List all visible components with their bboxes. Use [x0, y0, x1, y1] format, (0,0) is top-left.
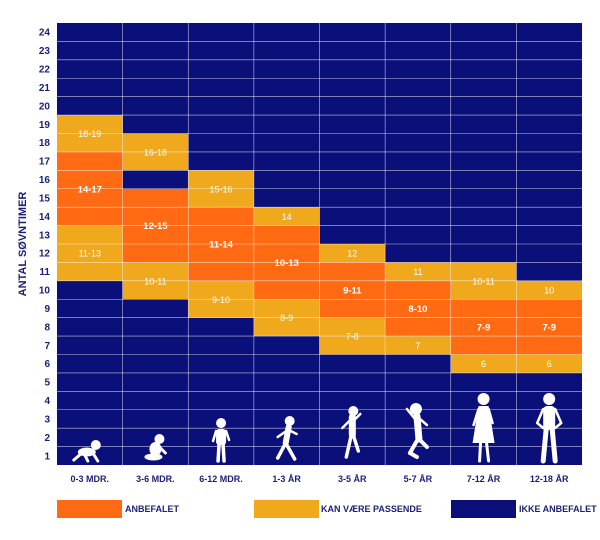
child-running-icon [275, 416, 298, 461]
age-group-0: 18-19 11-13 14-17 [57, 115, 123, 281]
x-tick-label: 1-3 ÅR [272, 474, 301, 484]
x-tick-label: 6-12 MDR. [199, 474, 243, 484]
bar-label-lower-7: 6 [547, 359, 552, 369]
x-tick-label: 3-6 MDR. [136, 474, 175, 484]
child-jumping-icon [341, 406, 362, 459]
y-tick-label: 20 [39, 101, 51, 112]
legend-label: IKKE ANBEFALET [519, 504, 597, 514]
y-tick-label: 18 [39, 138, 51, 149]
age-group-1: 16-18 10-11 12-15 [122, 133, 189, 300]
x-tick-label: 7-12 ÅR [467, 474, 501, 484]
y-tick-label: 11 [39, 267, 50, 278]
x-tick-label: 3-5 ÅR [338, 474, 367, 484]
bar-label-lower-5: 7 [415, 341, 420, 351]
bar-label-lower-0: 11-13 [79, 249, 101, 259]
y-tick-label: 19 [39, 120, 51, 131]
bar-lower-7 [516, 354, 582, 373]
x-tick-label: 0-3 MDR. [71, 474, 110, 484]
bar-lower-6 [450, 354, 517, 373]
bar-label-lower-3: 8-9 [280, 313, 293, 323]
bar-label-recommended-0: 14-17 [78, 184, 102, 195]
age-group-3: 14 8-9 10-13 [253, 207, 320, 337]
legend-label: ANBEFALET [125, 504, 180, 514]
y-tick-label: 21 [39, 83, 51, 94]
bar-recommended-7 [516, 299, 582, 355]
bar-upper-3 [253, 207, 320, 226]
y-tick-label: 13 [39, 230, 51, 241]
bar-label-lower-4: 7-8 [346, 332, 359, 342]
y-tick-label: 7 [44, 341, 50, 352]
y-tick-label: 6 [44, 359, 50, 370]
bar-label-recommended-2: 11-14 [209, 240, 233, 251]
bar-recommended-4 [319, 262, 386, 318]
y-tick-label: 23 [39, 46, 51, 57]
y-tick-label: 14 [39, 212, 51, 223]
bar-label-upper-4: 12 [347, 249, 357, 259]
girl-standing-icon [472, 393, 495, 463]
bar-label-upper-6: 10-11 [472, 276, 494, 286]
y-axis-label: ANTAL SØVNTIMER [17, 192, 29, 297]
child-dancing-icon [405, 403, 429, 459]
legend-swatch [451, 500, 516, 518]
y-tick-label: 5 [44, 378, 50, 389]
baby-sitting-icon [144, 434, 167, 461]
y-tick-label: 17 [39, 157, 51, 168]
y-tick-label: 24 [39, 28, 51, 39]
y-tick-label: 1 [44, 451, 50, 462]
x-tick-label: 12-18 ÅR [530, 474, 569, 484]
bar-label-lower-6: 6 [481, 359, 486, 369]
bar-label-recommended-1: 12-15 [143, 221, 168, 232]
bar-label-recommended-7: 7-9 [542, 322, 556, 333]
bar-lower-0 [57, 225, 123, 281]
teen-standing-icon [535, 393, 563, 464]
bar-label-upper-7: 10 [544, 286, 554, 296]
bar-upper-5 [385, 262, 451, 281]
age-group-7: 10 6 7-9 [516, 280, 582, 373]
y-tick-label: 22 [39, 65, 51, 76]
bar-label-recommended-6: 7-9 [477, 322, 491, 333]
legend-swatch [254, 500, 319, 518]
bar-label-recommended-4: 9-11 [343, 286, 362, 297]
y-tick-label: 2 [44, 433, 50, 444]
y-tick-label: 9 [44, 304, 50, 315]
x-tick-label: 5-7 ÅR [404, 474, 433, 484]
y-tick-label: 15 [39, 193, 51, 204]
age-group-5: 11 7 8-10 [385, 262, 451, 355]
bar-label-upper-3: 14 [282, 212, 292, 222]
toddler-standing-icon [211, 418, 231, 463]
legend-item-anbefalet: ANBEFALET [57, 500, 180, 518]
y-tick-label: 10 [39, 286, 51, 297]
y-tick-label: 4 [44, 396, 50, 407]
legend-label: KAN VÆRE PASSENDE [321, 504, 422, 514]
bar-upper-7 [516, 280, 582, 300]
bar-label-upper-1: 16-18 [144, 147, 167, 157]
y-tick-label: 8 [44, 322, 50, 333]
bar-upper-4 [319, 244, 386, 263]
bar-label-lower-1: 10-11 [144, 276, 166, 286]
bar-label-upper-0: 18-19 [78, 129, 101, 139]
y-tick-label: 12 [39, 249, 51, 260]
bar-label-lower-2: 9-10 [212, 295, 230, 305]
bar-lower-5 [385, 336, 451, 355]
y-tick-label: 16 [39, 175, 51, 186]
legend-item-kan_vaere: KAN VÆRE PASSENDE [254, 500, 422, 518]
bar-label-recommended-5: 8-10 [408, 304, 427, 315]
bar-label-recommended-3: 10-13 [275, 258, 299, 269]
bar-recommended-6 [450, 299, 517, 355]
legend-swatch [57, 500, 122, 518]
bar-label-upper-5: 11 [413, 267, 422, 277]
legend-item-ikke: IKKE ANBEFALET [451, 500, 597, 518]
baby-crawling-icon [72, 440, 101, 463]
y-tick-label: 3 [44, 414, 50, 425]
bar-label-upper-2: 15-16 [210, 184, 233, 194]
bar-recommended-5 [385, 280, 451, 337]
